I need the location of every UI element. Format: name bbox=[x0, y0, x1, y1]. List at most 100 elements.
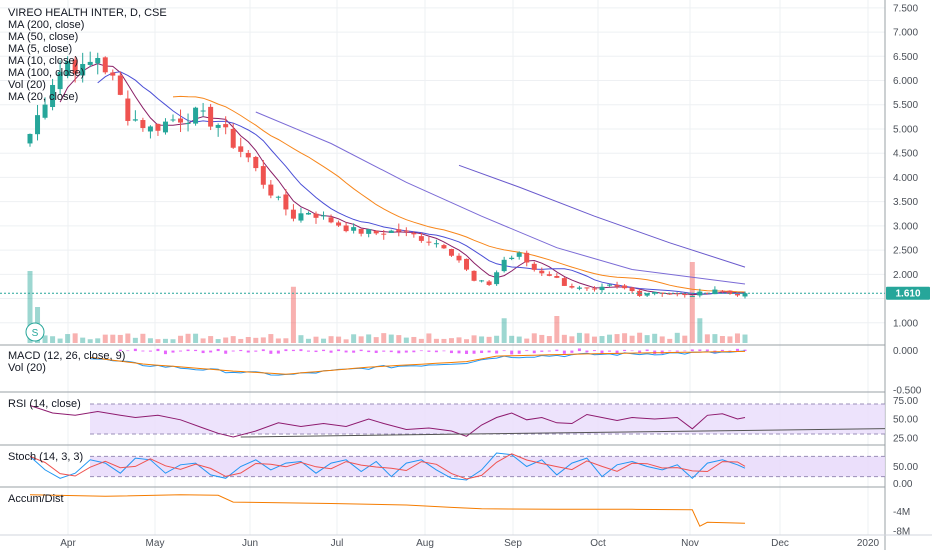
price-tick-label: 2.500 bbox=[893, 246, 918, 257]
macd-hist-bar bbox=[630, 350, 634, 352]
macd-hist-bar bbox=[404, 350, 408, 353]
volume-bar bbox=[607, 334, 613, 343]
legend-vol[interactable]: Vol (20) bbox=[8, 79, 46, 91]
volume-bar bbox=[328, 336, 334, 343]
candle-body bbox=[147, 126, 153, 132]
macd-hist-bar bbox=[231, 350, 235, 352]
candle-body bbox=[238, 146, 244, 152]
price-tick-label: 5.000 bbox=[893, 124, 918, 135]
price-pane[interactable] bbox=[0, 51, 885, 343]
macd-hist-bar bbox=[547, 350, 551, 352]
time-axis[interactable]: Apr May Jun Jul Aug Sep Oct Nov Dec 2020 bbox=[0, 534, 932, 549]
candle-body bbox=[290, 209, 296, 219]
moving-averages bbox=[59, 63, 746, 296]
volume-bar bbox=[50, 336, 56, 343]
candle-body bbox=[223, 124, 229, 128]
stoch-pane[interactable] bbox=[29, 452, 885, 481]
legend-ma200[interactable]: MA (200, close) bbox=[8, 19, 84, 31]
legend-ma100[interactable]: MA (100, close) bbox=[8, 67, 84, 79]
volume-bar bbox=[238, 338, 244, 343]
candle-body bbox=[260, 166, 266, 185]
candle-body bbox=[652, 291, 658, 294]
macd-hist-bar bbox=[329, 350, 333, 353]
volume-bar bbox=[193, 333, 199, 343]
volume-bar bbox=[313, 336, 319, 343]
volume-bar bbox=[102, 334, 108, 343]
candle-body bbox=[659, 292, 665, 294]
candle-body bbox=[313, 213, 319, 218]
candle-body bbox=[162, 121, 168, 133]
volume-bar bbox=[539, 334, 545, 343]
event-marker-circle[interactable] bbox=[25, 322, 45, 342]
candle-body bbox=[742, 293, 748, 297]
stoch-label[interactable]: Stoch (14, 3, 3) bbox=[8, 451, 83, 463]
stoch-d-line bbox=[29, 453, 746, 480]
macd-label[interactable]: MACD (12, 26, close, 9) bbox=[8, 350, 125, 362]
candle-body bbox=[539, 270, 545, 274]
volume-bar bbox=[403, 337, 409, 343]
legend-ma50[interactable]: MA (50, close) bbox=[8, 31, 78, 43]
volume-bar bbox=[727, 336, 733, 343]
volume-bar bbox=[87, 339, 93, 343]
price-tick-label: 3.500 bbox=[893, 197, 918, 208]
volume-bar bbox=[516, 336, 522, 343]
volume-bar bbox=[343, 339, 349, 343]
candle-body bbox=[208, 106, 214, 127]
macd-vol-label[interactable]: Vol (20) bbox=[8, 362, 46, 374]
price-tick-label: 4.500 bbox=[893, 149, 918, 160]
legend-ma20[interactable]: MA (20, close) bbox=[8, 91, 78, 103]
macd-hist-bar bbox=[638, 350, 642, 353]
macd-hist-bar bbox=[517, 350, 521, 354]
macd-pane[interactable] bbox=[90, 348, 747, 376]
volume-bar bbox=[426, 333, 432, 343]
volume-bar bbox=[253, 337, 259, 343]
rsi-pane[interactable] bbox=[29, 403, 886, 438]
candle-body bbox=[268, 184, 274, 196]
candle-body bbox=[275, 196, 281, 198]
time-tick-label: Sep bbox=[504, 538, 522, 549]
macd-hist-bar bbox=[720, 349, 724, 352]
macd-hist-bar bbox=[284, 349, 288, 352]
macd-hist-bar bbox=[555, 349, 559, 352]
event-marker-label: S bbox=[32, 328, 39, 339]
candle-body bbox=[72, 59, 78, 74]
legend-ma5[interactable]: MA (5, close) bbox=[8, 43, 72, 55]
macd-hist-bar bbox=[472, 350, 476, 354]
candle-body bbox=[644, 293, 650, 296]
price-axis[interactable]: 1.000 2.000 2.500 3.000 3.500 4.000 4.500 5.000… bbox=[893, 3, 922, 537]
macd-hist-bar bbox=[261, 349, 265, 352]
event-marker[interactable]: S bbox=[25, 322, 45, 342]
macd-hist-bar bbox=[291, 349, 295, 352]
accum-dist-pane[interactable] bbox=[29, 494, 746, 527]
candle-body bbox=[388, 230, 394, 233]
ma20-line bbox=[172, 95, 746, 293]
candle-body bbox=[622, 285, 628, 289]
ad-label[interactable]: Accum/Dist bbox=[8, 493, 64, 505]
price-tick-label: 3.000 bbox=[893, 221, 918, 232]
candle-body bbox=[569, 286, 575, 288]
rsi-label[interactable]: RSI (14, close) bbox=[8, 398, 81, 410]
macd-hist-bar bbox=[592, 350, 596, 352]
symbol-title[interactable]: VIREO HEALTH INTER, D, CSE bbox=[8, 7, 167, 19]
candle-body bbox=[433, 243, 439, 245]
candle-body bbox=[358, 228, 364, 234]
macd-hist-bar bbox=[532, 350, 536, 354]
macd-hist-bar bbox=[201, 350, 205, 354]
volume-bar bbox=[260, 337, 266, 343]
macd-hist-bar bbox=[540, 350, 544, 352]
rsi-band bbox=[90, 404, 885, 434]
time-tick-label: Jul bbox=[331, 538, 344, 549]
candle-body bbox=[351, 227, 357, 231]
volume-bar bbox=[305, 338, 311, 343]
candle-body bbox=[215, 124, 221, 128]
legend-ma10[interactable]: MA (10, close) bbox=[8, 55, 78, 67]
macd-hist-bar bbox=[276, 350, 280, 354]
rsi-tick-label: 25.00 bbox=[893, 433, 918, 444]
candle-body bbox=[328, 217, 334, 223]
rsi-trendline bbox=[240, 428, 886, 438]
macd-tick-label: 0.000 bbox=[893, 346, 918, 357]
volume-bar bbox=[245, 336, 251, 343]
volume-bar bbox=[667, 338, 673, 343]
volume-bar bbox=[411, 336, 417, 343]
